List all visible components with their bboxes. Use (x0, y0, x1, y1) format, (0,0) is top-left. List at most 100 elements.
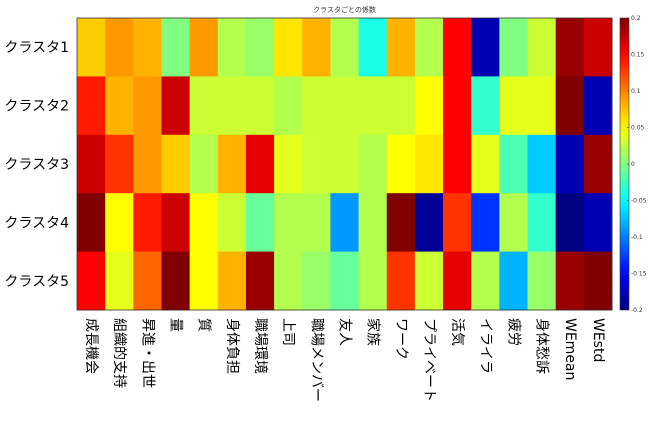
heatmap-cell (583, 76, 613, 136)
heatmap-cell (358, 251, 388, 311)
row-label: クラスタ5 (4, 274, 69, 290)
heatmap-cell (77, 134, 106, 194)
column-label: ワーク (393, 318, 409, 360)
heatmap-cell (499, 76, 528, 136)
heatmap-cell (274, 134, 303, 194)
heatmap-cell (105, 251, 134, 311)
heatmap-cell (161, 193, 191, 252)
heatmap-cell (386, 18, 416, 77)
heatmap-cell (330, 76, 359, 136)
colorbar-tick-label: -0.1 (631, 234, 643, 241)
column-label: 身体愁訴 (534, 318, 550, 374)
heatmap-cell (414, 76, 444, 136)
heatmap-cell (217, 193, 247, 252)
colorbar-tick-label: -0.2 (631, 307, 643, 314)
heatmap-cell (133, 134, 162, 194)
heatmap-cell (105, 18, 134, 77)
heatmap-cell (583, 18, 613, 77)
row-label: クラスタ3 (4, 157, 69, 173)
heatmap-cell (358, 76, 388, 136)
heatmap-cell (245, 18, 275, 77)
heatmap-cell (414, 134, 444, 194)
heatmap-cell (443, 18, 472, 77)
colorbar-tick-label: -0.05 (631, 198, 647, 205)
heatmap-cell (245, 76, 275, 136)
heatmap-cell (105, 76, 134, 136)
heatmap-cell (583, 251, 613, 311)
heatmap-cell (499, 251, 528, 311)
heatmap-cell (302, 76, 331, 136)
heatmap-cell (443, 193, 472, 252)
heatmap-cell (217, 251, 247, 311)
heatmap-cell (302, 251, 331, 311)
heatmap-cell (161, 18, 191, 77)
row-label: クラスタ2 (4, 99, 69, 115)
heatmap-cell (386, 193, 416, 252)
colorbar-tick-label: -0.15 (631, 271, 647, 278)
heatmap-cell (274, 193, 303, 252)
row-label: クラスタ1 (4, 40, 69, 56)
colorbar-ticks: -0.2 -0.15 -0.1 -0.05 0 0.05 0.1 0.15 0.2 (627, 15, 647, 314)
heatmap-cell (443, 134, 472, 194)
heatmap-cell (443, 76, 472, 136)
column-label: 成長機会 (83, 318, 99, 374)
heatmap-cell (330, 18, 359, 77)
heatmap-cell (555, 76, 585, 136)
heatmap-cell (161, 251, 191, 311)
heatmap-cell (527, 18, 557, 77)
heatmap-cell (77, 76, 106, 136)
heatmap-cell (189, 18, 219, 77)
heatmap-cell (330, 193, 359, 252)
heatmap-cell (77, 193, 106, 252)
heatmap-cells (77, 18, 613, 311)
heatmap-cell (499, 193, 528, 252)
column-label: 活気 (449, 318, 465, 346)
heatmap-cell (555, 18, 585, 77)
column-label: 昇進・出世 (139, 318, 155, 388)
heatmap-cell (274, 251, 303, 311)
heatmap-cell (471, 193, 500, 252)
heatmap-cell (330, 251, 359, 311)
column-labels: 成長機会 組織的支持 昇進・出世量質身体負担 職場環境 上司 職場メンバー 友人 家族 ワークプ… (83, 318, 606, 402)
plot-frame (76, 17, 613, 311)
heatmap-cell (133, 18, 162, 77)
heatmap-cell (358, 193, 388, 252)
column-label: イライラ (477, 318, 493, 374)
heatmap-cell (302, 134, 331, 194)
heatmap-cell (245, 193, 275, 252)
heatmap-cell (330, 134, 359, 194)
colorbar-tick-label: 0.05 (631, 125, 645, 132)
heatmap-cell (302, 18, 331, 77)
heatmap-cell (245, 251, 275, 311)
heatmap-cell (499, 18, 528, 77)
column-label: 友人 (337, 318, 353, 346)
heatmap-cell (555, 251, 585, 311)
heatmap-cell (105, 134, 134, 194)
colorbar-tick-label: 0.2 (631, 15, 641, 22)
heatmap-cell (386, 76, 416, 136)
heatmap-cell (443, 251, 472, 311)
heatmap-cell (527, 251, 557, 311)
column-label: 家族 (365, 318, 382, 346)
heatmap-cell (217, 18, 247, 77)
column-label: 職場環境 (252, 318, 268, 374)
heatmap-cell (161, 76, 191, 136)
heatmap-cell (189, 193, 219, 252)
heatmap-cell (471, 76, 500, 136)
heatmap-cell (414, 18, 444, 77)
column-label: 職場メンバー (308, 318, 324, 402)
heatmap-cell (217, 134, 247, 194)
heatmap-cell (133, 76, 162, 136)
heatmap-cell (527, 193, 557, 252)
heatmap-cell (302, 193, 331, 252)
heatmap-cell (105, 193, 134, 252)
heatmap-cell (77, 251, 106, 311)
heatmap-cell (471, 251, 500, 311)
column-label: WEmean (562, 318, 578, 380)
heatmap-cell (189, 76, 219, 136)
column-label: 質 (196, 318, 212, 332)
column-label: 上司 (280, 318, 296, 346)
colorbar-tick-label: 0.1 (631, 88, 641, 95)
heatmap-cell (161, 134, 191, 194)
